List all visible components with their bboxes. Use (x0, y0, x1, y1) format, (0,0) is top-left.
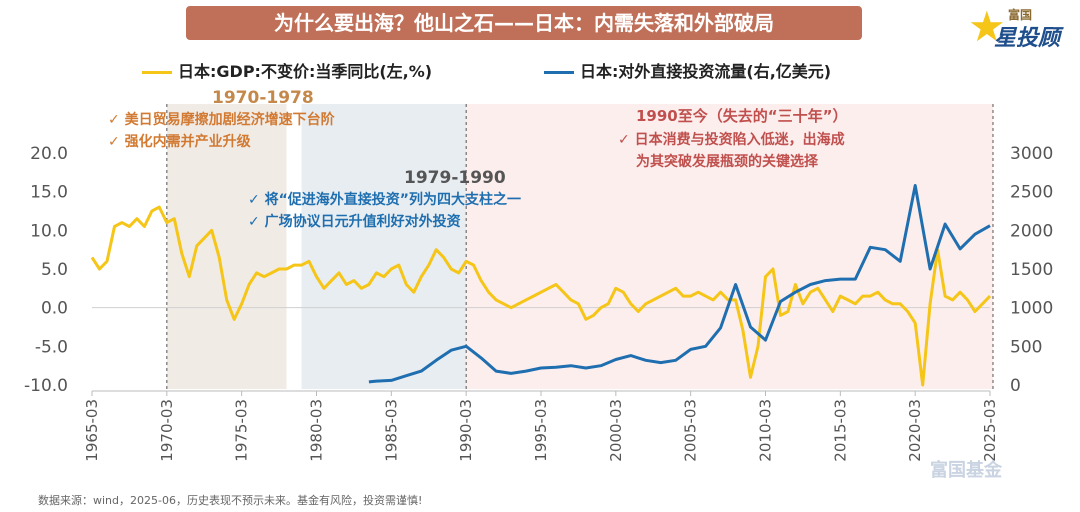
period-label-1979: 1979-1990 (404, 168, 506, 188)
series-line-fdi (368, 184, 991, 384)
left-axis-tick-label: -5.0 (35, 337, 68, 357)
shaded-period-1 (166, 104, 287, 389)
chart-legend: 日本:GDP:不变价:当季同比(左,%) 日本:对外直接投资流量(右,亿美元) (0, 60, 1080, 84)
left-axis-tick-label: 5.0 (41, 260, 68, 280)
left-axis-tick-label: 10.0 (30, 221, 68, 241)
brand-logo: ★ 富国 星投顾 (968, 2, 1072, 52)
logo-top-text: 富国 (1008, 8, 1033, 22)
page-title: 为什么要出海？他山之石——日本：内需失落和外部破局 (186, 6, 862, 40)
x-axis-tick-label: 1970-03 (158, 399, 176, 462)
left-axis-tick-label: 20.0 (30, 144, 68, 164)
left-axis-tick-label: 0.0 (41, 299, 68, 319)
right-axis-tick-label: 2000 (1010, 221, 1053, 241)
x-axis-tick-label: 1995-03 (532, 399, 550, 462)
x-axis-tick-label: 1980-03 (308, 399, 326, 462)
right-axis-tick-label: 1500 (1010, 260, 1053, 280)
legend-swatch-fdi (544, 71, 574, 74)
x-axis-tick-label: 2015-03 (831, 399, 849, 462)
right-axis-tick-label: 2500 (1010, 183, 1053, 203)
period3-bullet-1: ✓ 日本消费与投资陷入低迷，出海成 (618, 132, 845, 148)
shaded-period-2 (301, 104, 467, 389)
legend-label-fdi: 日本:对外直接投资流量(右,亿美元) (580, 62, 832, 81)
period1-bullet-2: ✓ 强化内需并产业升级 (108, 134, 251, 150)
x-axis-tick-label: 2000-03 (607, 399, 625, 462)
left-axis-tick-label: -10.0 (24, 376, 68, 396)
x-axis-tick-label: 2010-03 (757, 399, 775, 462)
period-label-1970: 1970-1978 (212, 88, 314, 108)
right-axis-tick-label: 0 (1010, 376, 1021, 396)
x-axis-tick-label: 1990-03 (457, 399, 475, 462)
x-axis-tick-label: 2025-03 (981, 399, 999, 462)
period2-bullet-1: ✓ 将“促进海外直接投资”列为四大支柱之一 (248, 192, 522, 208)
period-label-1990: 1990至今（失去的“三十年”） (636, 107, 848, 125)
star-icon: ★ (968, 2, 1006, 51)
right-axis-tick-label: 500 (1010, 337, 1042, 357)
period2-bullet-2: ✓ 广场协议日元升值利好对外投资 (248, 214, 461, 230)
source-note: 数据来源：wind，2025-06，历史表现不预示未来。基金有风险，投资需谨慎! (38, 494, 423, 507)
series-line-gdp (90, 205, 992, 387)
legend-label-gdp: 日本:GDP:不变价:当季同比(左,%) (178, 62, 433, 81)
x-axis-tick-label: 2005-03 (682, 399, 700, 462)
period3-bullet-2: 为其突破发展瓶颈的关键选择 (636, 154, 818, 170)
x-axis-tick-label: 1985-03 (382, 399, 400, 462)
watermark-text: 富国基金 (930, 460, 1002, 481)
legend-swatch-gdp (142, 71, 172, 74)
right-axis-tick-label: 1000 (1010, 299, 1053, 319)
period1-bullet-1: ✓ 美日贸易摩擦加剧经济增速下台阶 (108, 112, 335, 128)
x-axis-tick-label: 1975-03 (233, 399, 251, 462)
x-axis-tick-label: 2020-03 (906, 399, 924, 462)
shaded-period-3 (466, 104, 993, 389)
left-axis-tick-label: 15.0 (30, 183, 68, 203)
right-axis-tick-label: 3000 (1010, 144, 1053, 164)
logo-main-text: 星投顾 (994, 26, 1061, 51)
x-axis-tick-label: 1965-03 (83, 399, 101, 462)
